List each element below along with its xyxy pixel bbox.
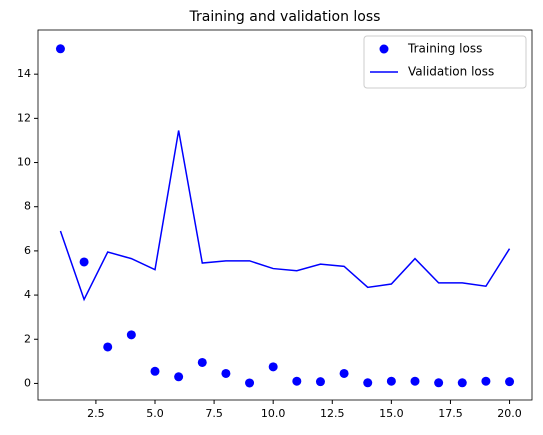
training-point [339, 368, 349, 378]
y-tick-label: 4 [24, 288, 31, 301]
x-tick-label: 12.5 [320, 407, 345, 420]
training-point [315, 377, 325, 387]
training-point [245, 378, 255, 388]
x-tick-label: 5.0 [146, 407, 164, 420]
training-point [55, 44, 65, 54]
training-point [150, 366, 160, 376]
training-point [197, 357, 207, 367]
training-point [410, 376, 420, 386]
x-tick-label: 2.5 [87, 407, 105, 420]
legend-box [363, 35, 527, 89]
y-tick-label: 12 [17, 111, 31, 124]
x-tick-label: 17.5 [438, 407, 463, 420]
x-tick-label: 10.0 [261, 407, 286, 420]
y-tick-label: 0 [24, 376, 31, 389]
y-tick-label: 2 [24, 332, 31, 345]
validation-line [59, 130, 511, 302]
training-point [79, 257, 89, 267]
training-point [481, 376, 491, 386]
training-point [505, 377, 515, 387]
chart-title: Training and validation loss [189, 9, 381, 25]
training-point [126, 330, 136, 340]
x-tick-label: 15.0 [379, 407, 404, 420]
y-tick-label: 14 [17, 67, 31, 80]
training-point [457, 378, 467, 388]
training-point [434, 378, 444, 388]
x-tick-label: 7.5 [205, 407, 223, 420]
y-tick-label: 8 [24, 200, 31, 213]
training-point [174, 372, 184, 382]
y-tick-label: 10 [17, 156, 31, 169]
training-point [363, 378, 373, 388]
legend-label: Validation loss [408, 65, 494, 79]
training-point [103, 342, 113, 352]
y-tick-label: 6 [24, 244, 31, 257]
legend-label: Training loss [407, 42, 482, 56]
x-tick-label: 20.0 [497, 407, 522, 420]
training-point [292, 376, 302, 386]
plot-frame [37, 29, 533, 401]
training-point [268, 362, 278, 372]
legend-marker [379, 44, 389, 54]
training-point [386, 376, 396, 386]
training-point [221, 368, 231, 378]
